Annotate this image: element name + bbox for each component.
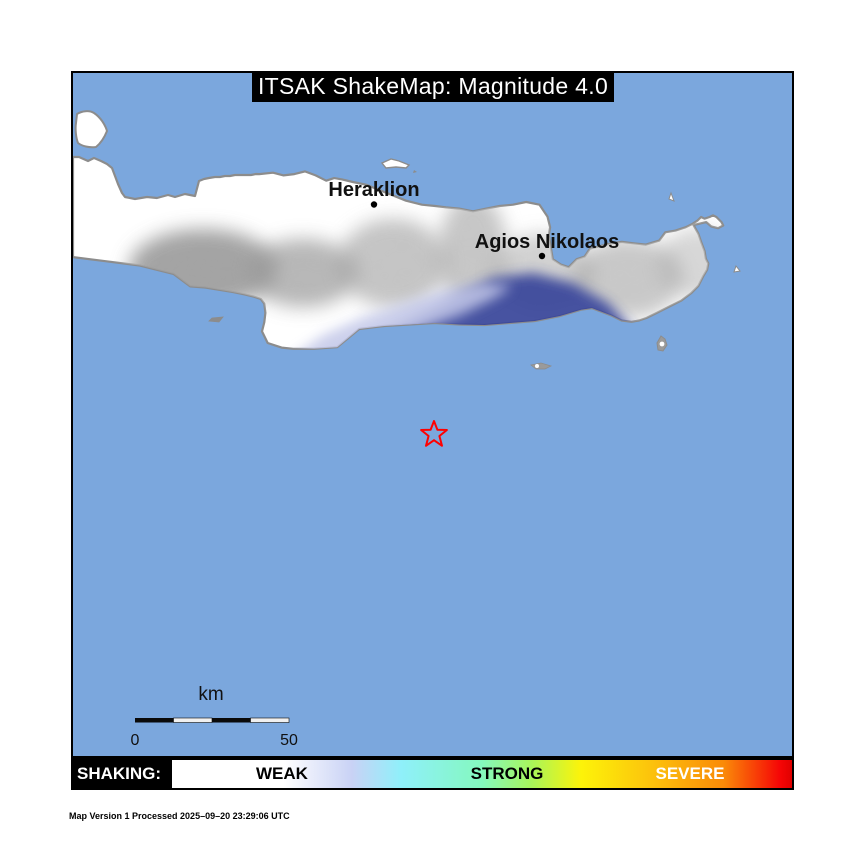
svg-text:0: 0 [131, 732, 140, 749]
svg-text:km: km [198, 684, 223, 705]
svg-text:50: 50 [280, 732, 298, 749]
svg-text:Heraklion: Heraklion [328, 179, 419, 201]
svg-text:Agios Nikolaos: Agios Nikolaos [475, 231, 619, 253]
